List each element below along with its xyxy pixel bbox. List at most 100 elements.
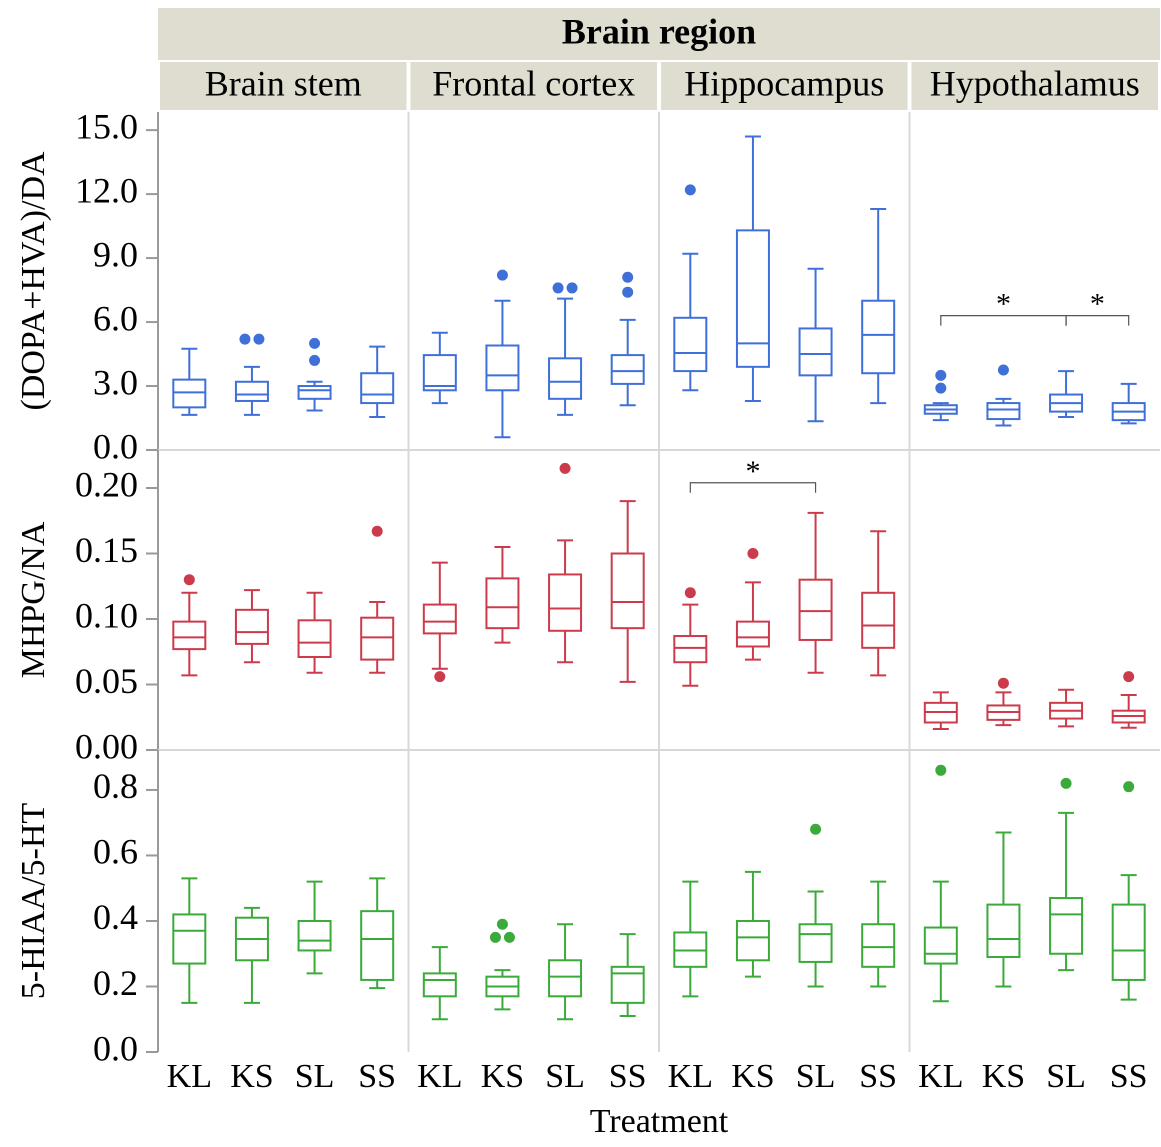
x-tick-label: SL	[295, 1058, 335, 1095]
y-tick-label: 0.10	[75, 595, 138, 635]
outlier	[747, 547, 759, 559]
y-tick-label: 6.0	[93, 298, 138, 338]
x-axis-label: Treatment	[590, 1103, 729, 1140]
outlier	[997, 364, 1009, 376]
y-tick-label: 0.0	[93, 426, 138, 466]
facet-label: Hippocampus	[684, 63, 884, 103]
outlier	[434, 671, 446, 683]
outlier	[935, 369, 947, 381]
y-tick-label: 0.0	[93, 1028, 138, 1068]
outlier	[183, 574, 195, 586]
y-tick-label: 0.15	[75, 530, 138, 570]
box	[923, 926, 958, 965]
facet-header	[410, 62, 657, 110]
outlier	[622, 271, 634, 283]
outlier	[810, 823, 822, 835]
x-tick-label: SL	[1046, 1058, 1086, 1095]
box	[861, 299, 896, 375]
x-tick-label: KL	[668, 1058, 713, 1095]
box	[485, 344, 520, 392]
outlier	[622, 286, 634, 298]
outlier	[309, 354, 321, 366]
box	[548, 357, 583, 400]
box	[610, 965, 645, 1004]
outlier	[566, 282, 578, 294]
box	[861, 591, 896, 649]
outlier	[239, 333, 251, 345]
outlier	[489, 931, 501, 943]
y-tick-label: 0.8	[93, 766, 138, 806]
x-tick-label: SS	[358, 1058, 396, 1095]
x-tick-label: SS	[1110, 1058, 1148, 1095]
y-axis-label: MHPG/NA	[15, 521, 52, 678]
outlier	[371, 525, 383, 537]
x-tick-label: KS	[982, 1058, 1025, 1095]
x-tick-label: KL	[167, 1058, 212, 1095]
x-tick-label: KS	[481, 1058, 524, 1095]
y-tick-label: 0.00	[75, 726, 138, 766]
x-tick-label: KS	[731, 1058, 774, 1095]
outlier	[1123, 671, 1135, 683]
box	[548, 959, 583, 998]
significance-label: *	[996, 288, 1011, 321]
box	[735, 620, 770, 648]
outlier	[496, 918, 508, 930]
box	[610, 354, 645, 385]
x-tick-label: SS	[859, 1058, 897, 1095]
y-tick-label: 0.20	[75, 464, 138, 504]
box	[172, 620, 207, 651]
box	[735, 229, 770, 368]
box	[673, 316, 708, 373]
y-tick-label: 0.2	[93, 963, 138, 1003]
x-tick-label: SL	[796, 1058, 836, 1095]
box	[234, 608, 269, 645]
outlier	[253, 333, 265, 345]
box	[234, 380, 269, 402]
outlier	[997, 677, 1009, 689]
outlier	[1123, 781, 1135, 793]
significance-label: *	[745, 455, 760, 488]
x-tick-label: SL	[545, 1058, 585, 1095]
significance-bracket	[689, 482, 817, 493]
box	[548, 573, 583, 632]
box	[798, 327, 833, 377]
y-tick-label: 9.0	[93, 234, 138, 274]
box	[986, 402, 1021, 421]
y-axis-label: 5-HIAA/5-HT	[15, 803, 52, 1000]
significance-bracket	[1065, 315, 1130, 326]
outlier	[552, 282, 564, 294]
box	[360, 372, 395, 405]
box	[297, 385, 332, 400]
y-tick-label: 0.6	[93, 832, 138, 872]
outlier	[684, 184, 696, 196]
facet-header	[160, 62, 407, 110]
y-tick-label: 15.0	[75, 106, 138, 146]
box	[1111, 903, 1146, 981]
box	[297, 619, 332, 658]
box	[798, 578, 833, 641]
significance-label: *	[1090, 288, 1105, 321]
outlier	[503, 931, 515, 943]
box	[861, 923, 896, 968]
facet-header	[911, 62, 1158, 110]
facet-label: Hypothalamus	[930, 63, 1140, 103]
box	[360, 616, 395, 661]
box	[422, 354, 457, 392]
facet-header	[661, 62, 908, 110]
x-tick-label: KS	[230, 1058, 273, 1095]
outlier	[309, 337, 321, 349]
y-tick-label: 0.05	[75, 661, 138, 701]
box	[986, 903, 1021, 959]
box	[360, 910, 395, 981]
x-tick-label: KL	[918, 1058, 963, 1095]
box	[798, 923, 833, 963]
y-tick-label: 3.0	[93, 362, 138, 402]
x-tick-label: KL	[417, 1058, 462, 1095]
outlier	[559, 462, 571, 474]
outlier	[935, 382, 947, 394]
box	[422, 972, 457, 998]
facet-label: Frontal cortex	[432, 63, 635, 103]
box	[673, 635, 708, 664]
header-band	[158, 8, 1160, 60]
